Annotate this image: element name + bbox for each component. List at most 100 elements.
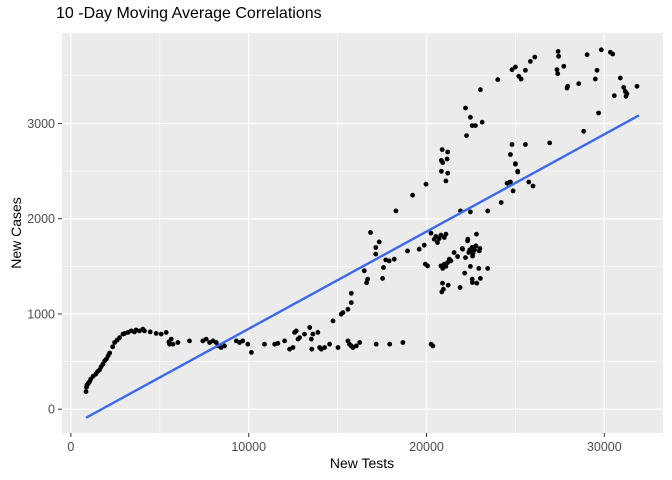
scatter-point: [110, 344, 116, 350]
scatter-point: [509, 67, 515, 73]
scatter-point: [310, 331, 316, 337]
scatter-point: [387, 341, 393, 347]
scatter-point: [249, 350, 254, 355]
scatter-point: [515, 168, 521, 174]
scatter-point: [440, 160, 446, 165]
scatter-point: [309, 346, 315, 352]
scatter-point: [365, 276, 371, 282]
scatter-point: [523, 142, 528, 147]
scatter-point: [307, 325, 313, 330]
scatter-point: [474, 280, 480, 286]
scatter-point: [473, 123, 478, 128]
scatter-point: [153, 331, 159, 336]
scatter-point: [610, 51, 616, 57]
scatter-point: [421, 242, 427, 248]
scatter-point: [428, 230, 434, 236]
scatter-point: [361, 268, 367, 274]
scatter-point: [513, 64, 518, 70]
scatter-point: [393, 208, 399, 214]
scatter-point: [448, 258, 454, 264]
scatter-point: [485, 208, 491, 214]
x-tick-label: 10000: [231, 440, 266, 454]
scatter-point: [623, 93, 629, 99]
scatter-point: [523, 67, 528, 73]
scatter-point: [555, 49, 561, 54]
scatter-point: [547, 140, 553, 146]
scatter-point: [594, 67, 600, 73]
scatter-point: [621, 85, 627, 90]
scatter-point: [158, 331, 164, 337]
scatter-point: [391, 256, 397, 262]
scatter-point: [498, 200, 504, 205]
scatter-point: [353, 343, 359, 349]
y-tick-label: 3000: [27, 117, 55, 131]
scatter-point: [528, 59, 533, 64]
scatter-point: [468, 209, 473, 215]
scatter-point: [495, 77, 501, 83]
scatter-point: [435, 240, 440, 245]
scatter-point: [340, 310, 346, 315]
scatter-point: [380, 276, 385, 281]
scatter-point: [438, 232, 444, 238]
scatter-point: [584, 52, 590, 58]
scatter-point: [163, 330, 169, 335]
x-tick-label: 0: [67, 440, 74, 454]
scatter-point: [457, 285, 463, 290]
scatter-point: [167, 341, 173, 347]
scatter-point: [368, 230, 373, 235]
scatter-point: [463, 105, 468, 111]
scatter-point: [556, 53, 561, 59]
scatter-point: [322, 345, 327, 350]
scatter-point: [345, 306, 351, 312]
scatter-point: [430, 343, 436, 349]
y-tick-label: 1000: [27, 307, 55, 321]
scatter-point: [443, 264, 449, 269]
scatter-point: [245, 341, 251, 347]
scatter-point: [518, 76, 524, 82]
scatter-point: [222, 343, 227, 349]
scatter-point: [485, 266, 491, 271]
scatter-point: [315, 330, 321, 335]
scatter-point: [445, 170, 451, 176]
scatter-point: [459, 246, 465, 251]
scatter-point: [262, 341, 267, 347]
scatter-point: [308, 336, 314, 342]
scatter-point: [187, 338, 192, 344]
scatter-point: [290, 345, 296, 350]
scatter-point: [510, 188, 516, 194]
scatter-point: [634, 83, 640, 89]
trend-line: [85, 114, 640, 419]
scatter-point: [327, 341, 332, 347]
scatter-point: [596, 110, 601, 116]
scatter-point: [508, 152, 513, 157]
scatter-point: [439, 289, 445, 295]
y-tick-label: 2000: [27, 212, 55, 226]
scatter-point: [175, 340, 181, 345]
scatter-point: [302, 331, 307, 337]
scatter-point: [416, 246, 422, 252]
scatter-point: [592, 76, 598, 82]
scatter-point: [147, 329, 153, 335]
x-axis-title: New Tests: [329, 455, 395, 471]
scatter-point: [477, 246, 483, 251]
scatter-point: [445, 282, 451, 288]
scatter-point: [478, 276, 483, 281]
scatter-point: [455, 254, 460, 259]
scatter-point: [348, 290, 354, 296]
scatter-point: [564, 85, 570, 91]
scatter-point: [400, 340, 406, 345]
scatter-point: [476, 266, 482, 271]
scatter-point: [598, 47, 604, 53]
scatter-point: [275, 340, 281, 346]
scatter-point: [107, 350, 113, 356]
scatter-point: [425, 263, 430, 269]
scatter-point: [83, 389, 89, 394]
scatter-point: [357, 340, 363, 345]
scatter-point: [293, 328, 299, 334]
scatter-point: [170, 341, 176, 347]
scatter-point: [439, 168, 444, 174]
scatter-point: [468, 264, 473, 269]
x-tick-label: 30000: [587, 440, 622, 454]
